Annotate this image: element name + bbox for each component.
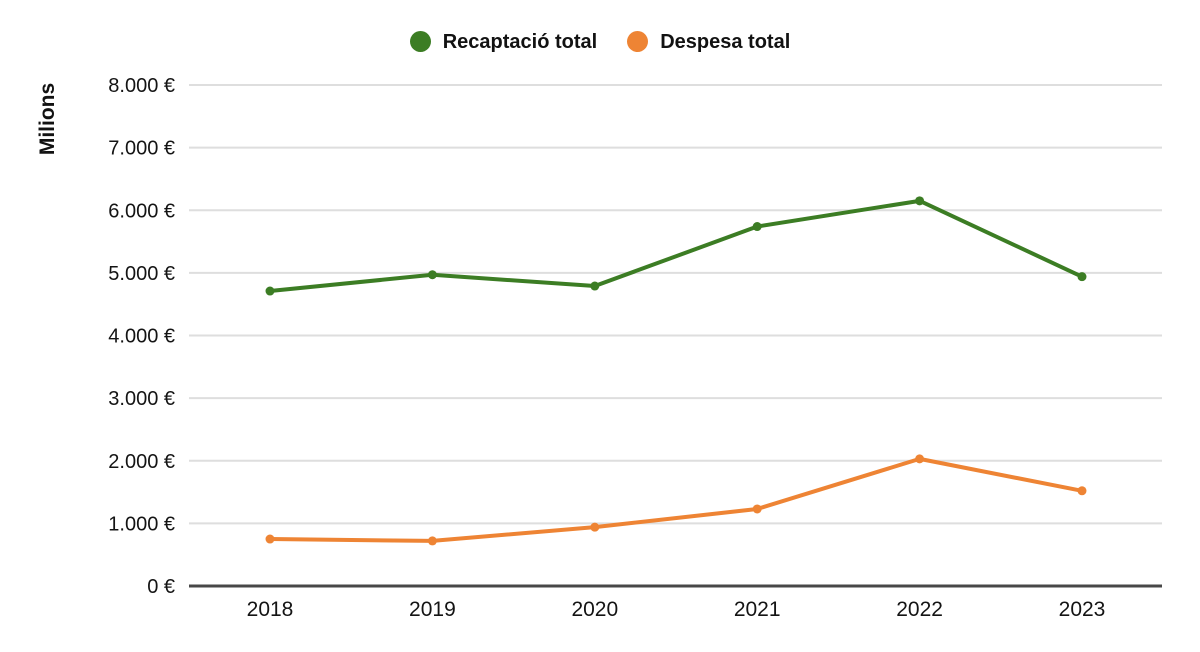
y-tick-label: 1.000 € [108,513,175,535]
y-tick-label: 8.000 € [108,75,175,97]
y-tick-label: 2.000 € [108,451,175,473]
y-tick-label: 0 € [147,576,175,598]
data-point-series-0 [1077,272,1087,282]
legend-label-despesa-total: Despesa total [660,30,791,53]
legend-dot-recaptacio-icon [409,31,431,52]
data-point-series-1 [752,504,762,514]
data-point-series-0 [915,196,925,206]
data-point-series-0 [427,270,437,280]
legend-item-recaptacio-total[interactable]: Recaptació total [409,30,598,53]
x-tick-label: 2021 [734,598,781,621]
legend-dot-despesa-icon [627,31,649,52]
data-point-series-1 [915,454,925,464]
x-tick-label: 2018 [247,598,294,621]
y-tick-label: 6.000 € [108,200,175,222]
series-line-1 [268,456,1084,543]
data-point-series-1 [265,534,275,544]
y-axis-title: Milions [36,82,59,156]
x-tick-label: 2020 [571,598,618,621]
data-point-series-1 [590,522,600,532]
data-point-series-0 [752,222,762,232]
y-tick-label: 3.000 € [108,388,175,410]
chart-legend: Recaptació total Despesa total [0,31,1200,52]
x-tick-label: 2022 [896,598,943,621]
y-tick-label: 5.000 € [108,263,175,285]
series-line-0 [268,198,1084,294]
legend-item-despesa-total[interactable]: Despesa total [627,31,790,52]
data-point-series-0 [265,286,275,296]
y-tick-label: 7.000 € [108,138,175,160]
x-tick-label: 2023 [1059,598,1106,621]
data-point-series-1 [1077,486,1087,496]
data-point-series-0 [590,281,600,291]
y-tick-label: 4.000 € [108,326,175,348]
x-tick-label: 2019 [409,598,456,621]
legend-label-recaptacio-total: Recaptació total [442,30,598,53]
data-point-series-1 [427,536,437,546]
